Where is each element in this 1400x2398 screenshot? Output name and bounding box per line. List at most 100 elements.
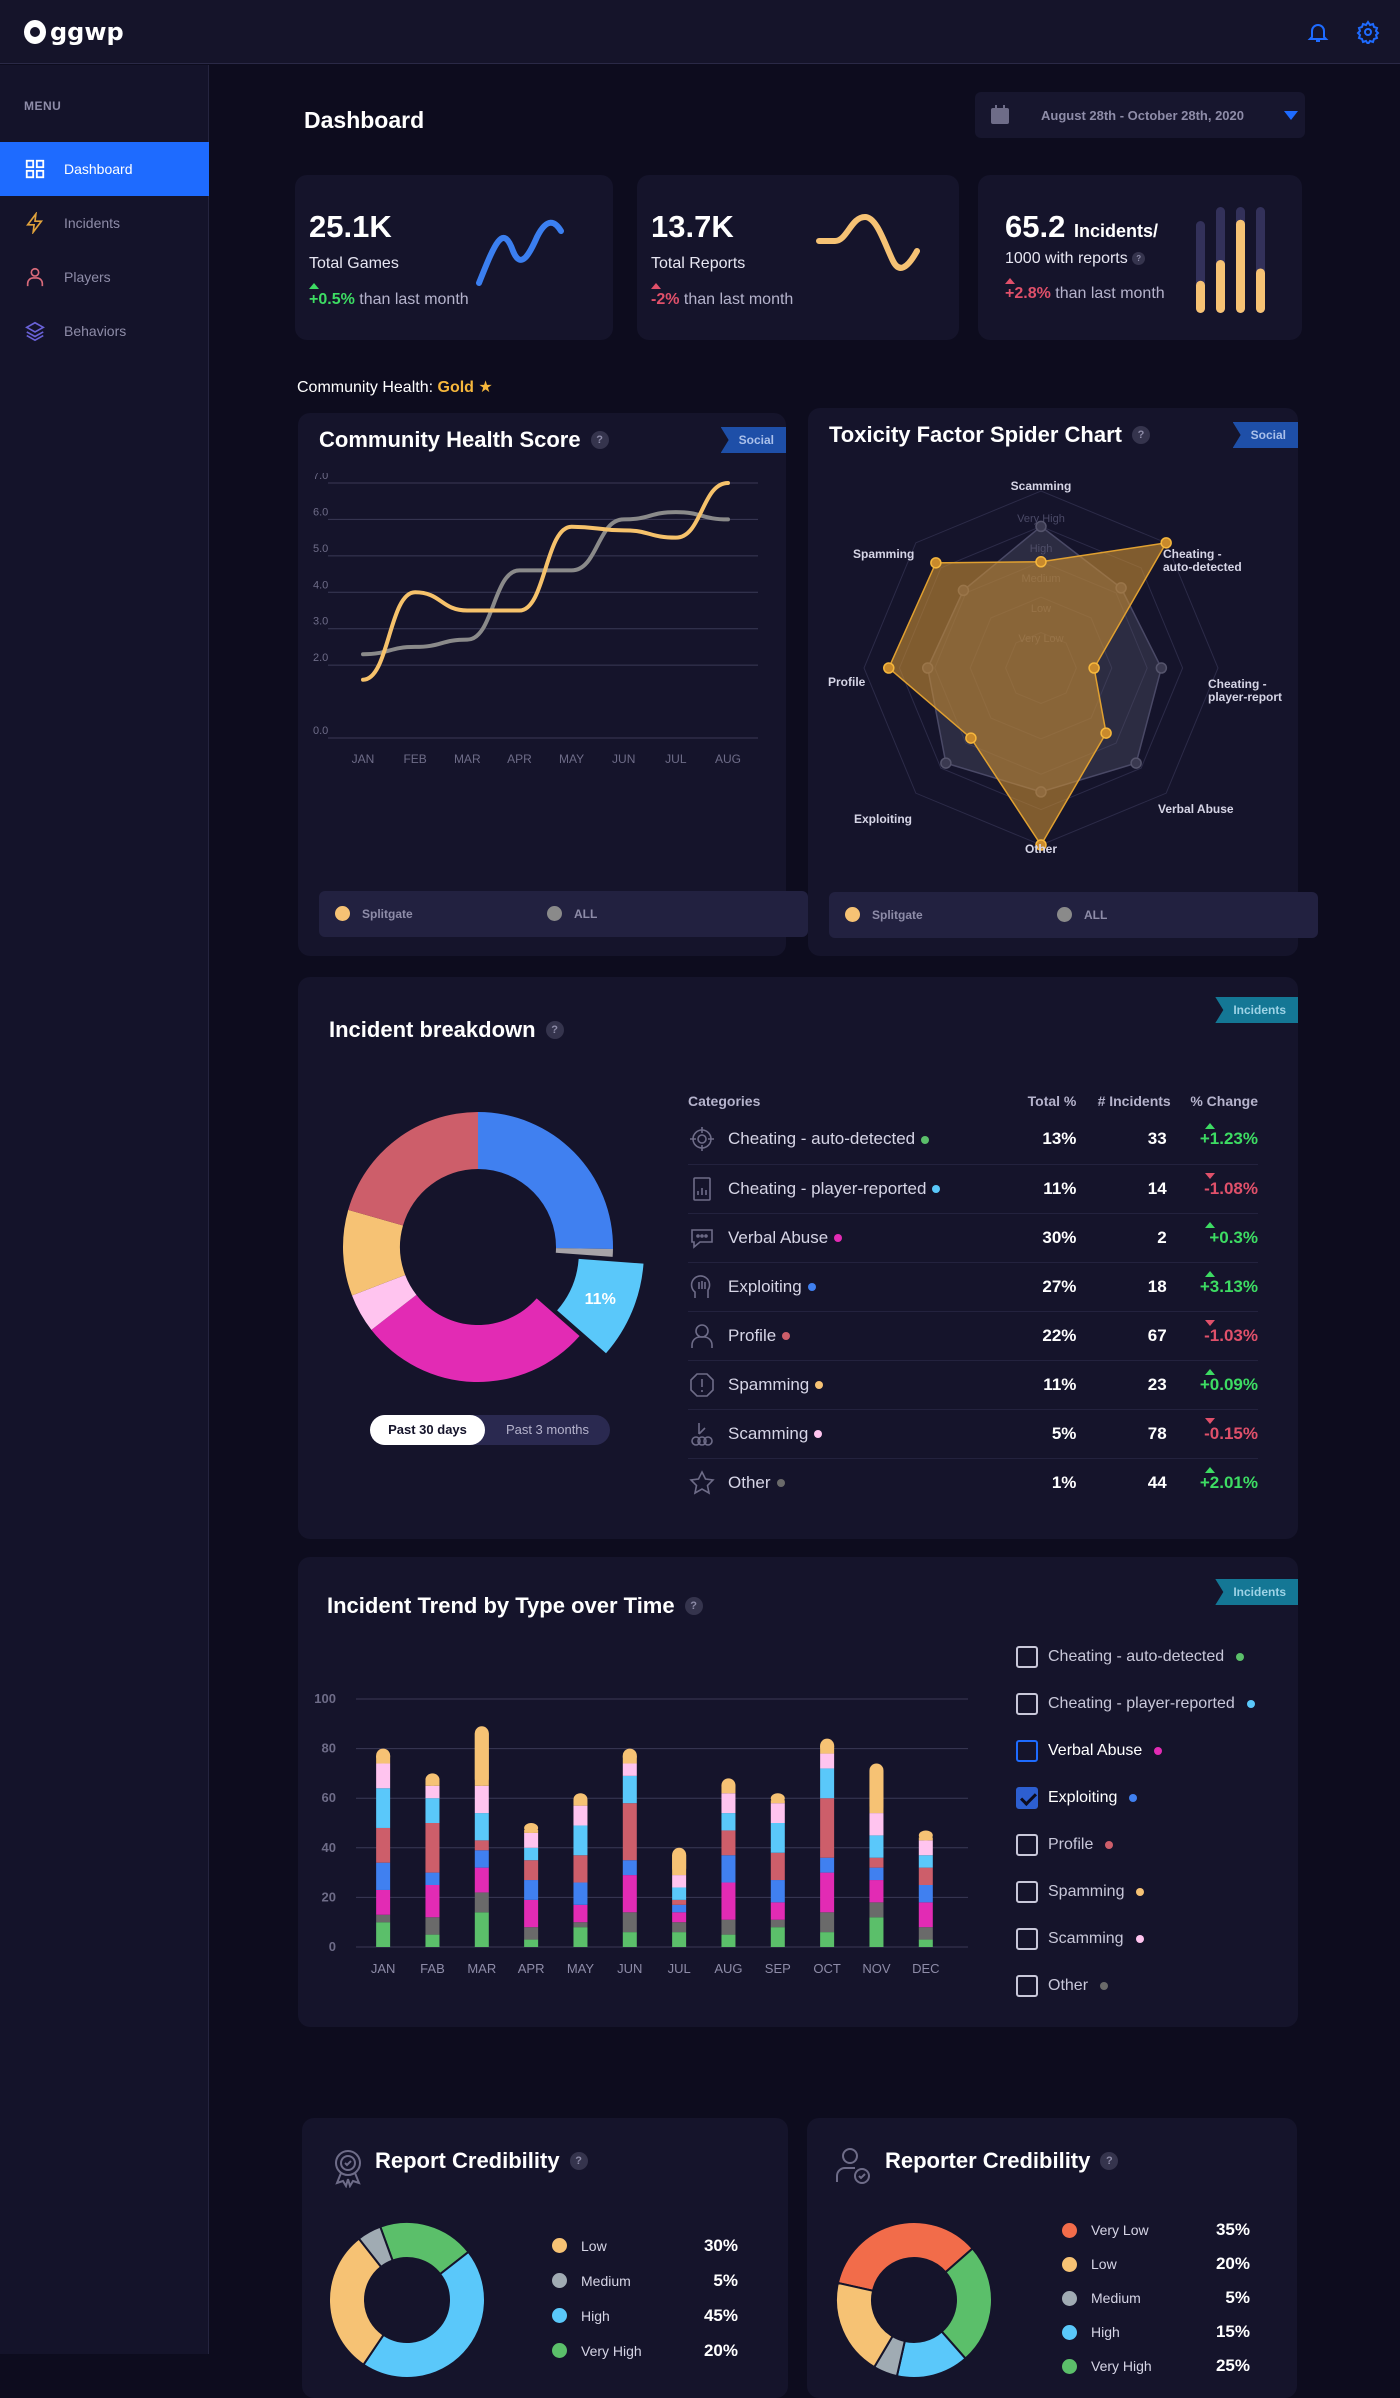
bar-segment: [425, 1872, 440, 1885]
filter-checkbox-item[interactable]: Spamming: [1016, 1868, 1296, 1915]
bar-segment: [376, 1788, 391, 1828]
bar-segment: [524, 1939, 539, 1947]
toggle-past-30-days[interactable]: Past 30 days: [370, 1415, 485, 1445]
bar-segment: [425, 1917, 440, 1935]
bar-segment: [918, 1885, 933, 1903]
filter-checkbox-item[interactable]: Cheating - player-reported: [1016, 1680, 1296, 1727]
sidebar-item-label: Incidents: [64, 215, 121, 231]
incident-count: 67: [1076, 1311, 1171, 1361]
pie-slice[interactable]: [557, 1258, 644, 1354]
donut-slice[interactable]: [328, 2237, 385, 2367]
bar-segment: [622, 1860, 637, 1876]
table-row[interactable]: Other 1% 44 +2.01%: [688, 1458, 1258, 1507]
checkbox[interactable]: [1016, 1645, 1038, 1668]
checkbox[interactable]: [1016, 1739, 1038, 1762]
help-icon[interactable]: ?: [590, 431, 609, 449]
donut-slice[interactable]: [362, 2250, 486, 2379]
table-row[interactable]: Spamming 11% 23 +0.09%: [688, 1360, 1258, 1410]
pie-slice[interactable]: [348, 1112, 478, 1226]
up-arrow-icon: [1205, 1466, 1215, 1473]
checkbox[interactable]: [1016, 1833, 1038, 1856]
bar-segment: [770, 1852, 785, 1881]
table-row[interactable]: Profile 22% 67 -1.03%: [688, 1311, 1258, 1361]
checkbox[interactable]: [1016, 1692, 1038, 1715]
down-arrow-icon: [1205, 1172, 1215, 1179]
radar-axis-label: Exploiting: [854, 812, 912, 826]
checkbox[interactable]: [1016, 1786, 1038, 1809]
radar-point: [883, 662, 895, 674]
pie-slice[interactable]: [478, 1112, 613, 1249]
y-tick-label: 20: [322, 1889, 336, 1904]
pie-slice[interactable]: [351, 1274, 417, 1330]
table-row[interactable]: Cheating - auto-detected 13% 33 +1.23%: [688, 1115, 1258, 1165]
percent-change: +0.09%: [1199, 1374, 1258, 1394]
sidebar-item-dashboard[interactable]: Dashboard: [0, 142, 209, 196]
help-icon[interactable]: ?: [1131, 426, 1150, 444]
donut-slice[interactable]: [357, 2225, 394, 2269]
bar-segment: [573, 1805, 588, 1826]
toggle-past-3-months[interactable]: Past 3 months: [505, 1422, 590, 1437]
pie-slice[interactable]: [371, 1294, 580, 1382]
legend-percent: 35%: [1215, 2220, 1250, 2239]
filter-checkbox-item[interactable]: Exploiting: [1016, 1774, 1296, 1821]
sidebar-item-incidents[interactable]: Incidents: [0, 196, 209, 250]
filter-color-dot: [1129, 1793, 1138, 1802]
chart-legend: Splitgate ALL: [319, 891, 808, 937]
y-tick-label: 80: [322, 1741, 336, 1756]
card-title: Toxicity Factor Spider Chart: [829, 422, 1122, 447]
help-icon[interactable]: ?: [684, 1597, 703, 1615]
help-icon[interactable]: ?: [1100, 2152, 1119, 2170]
bell-icon[interactable]: [1306, 20, 1330, 44]
legend-row: Very Low 35%: [1062, 2213, 1250, 2247]
star-icon: ★: [478, 379, 493, 396]
gear-icon[interactable]: [1356, 20, 1380, 44]
mini-bar-fill: [1216, 260, 1225, 313]
total-percent: 1%: [1051, 1472, 1077, 1492]
donut-slice[interactable]: [836, 2221, 974, 2292]
community-health-level: Gold: [437, 379, 474, 396]
legend-label: Very High: [1091, 2358, 1152, 2374]
tag-incidents: Incidents: [1215, 1579, 1298, 1605]
table-row[interactable]: Exploiting 27% 18 +3.13%: [688, 1262, 1258, 1312]
checkbox[interactable]: [1016, 1880, 1038, 1903]
legend-item-all[interactable]: ALL: [1057, 907, 1107, 922]
legend-item-splitgate[interactable]: Splitgate: [845, 907, 923, 922]
stat-change-suffix: than last month: [359, 291, 469, 308]
bar-segment: [918, 1939, 933, 1947]
help-icon[interactable]: ?: [1132, 252, 1146, 266]
date-range-picker[interactable]: August 28th - October 28th, 2020: [975, 92, 1305, 138]
help-icon[interactable]: ?: [569, 2152, 588, 2170]
category-label: Exploiting: [728, 1276, 802, 1296]
checkbox[interactable]: [1016, 1927, 1038, 1950]
chevron-down-icon[interactable]: [1284, 110, 1298, 120]
bar-segment: [869, 1917, 884, 1947]
filter-checkbox-item[interactable]: Cheating - auto-detected: [1016, 1633, 1296, 1680]
table-row[interactable]: Verbal Abuse 30% 2 +0.3%: [688, 1213, 1258, 1263]
table-row[interactable]: Cheating - player-reported 11% 14 -1.08%: [688, 1164, 1258, 1214]
stat-label: 1000 with reports: [1005, 250, 1128, 267]
bar-segment: [474, 1892, 489, 1913]
help-icon[interactable]: ?: [545, 1021, 564, 1039]
checkbox[interactable]: [1016, 1974, 1038, 1997]
filter-checkbox-item[interactable]: Verbal Abuse: [1016, 1727, 1296, 1774]
filter-checkbox-item[interactable]: Profile: [1016, 1821, 1296, 1868]
sidebar-item-players[interactable]: Players: [0, 250, 209, 304]
bar-segment: [918, 1927, 933, 1940]
radar-point: [930, 557, 942, 569]
x-tick-label: FAB: [420, 1961, 445, 1976]
filter-checkbox-item[interactable]: Scamming: [1016, 1915, 1296, 1962]
donut-slice[interactable]: [835, 2281, 894, 2369]
x-tick-label: AUG: [714, 1961, 742, 1976]
logo[interactable]: ggwp: [24, 18, 124, 46]
bar-segment: [770, 1800, 785, 1804]
sidebar-item-behaviors[interactable]: Behaviors: [0, 304, 209, 358]
pie-slice[interactable]: [343, 1209, 406, 1296]
legend-item-splitgate[interactable]: Splitgate: [335, 906, 413, 921]
bar-segment: [524, 1830, 539, 1833]
filter-checkbox-item[interactable]: Other: [1016, 1962, 1296, 2009]
table-row[interactable]: Scamming 5% 78 -0.15%: [688, 1409, 1258, 1459]
pie-slice[interactable]: [555, 1248, 613, 1257]
bar-segment: [425, 1785, 440, 1799]
report-icon: [693, 1176, 711, 1201]
legend-item-all[interactable]: ALL: [547, 906, 597, 921]
